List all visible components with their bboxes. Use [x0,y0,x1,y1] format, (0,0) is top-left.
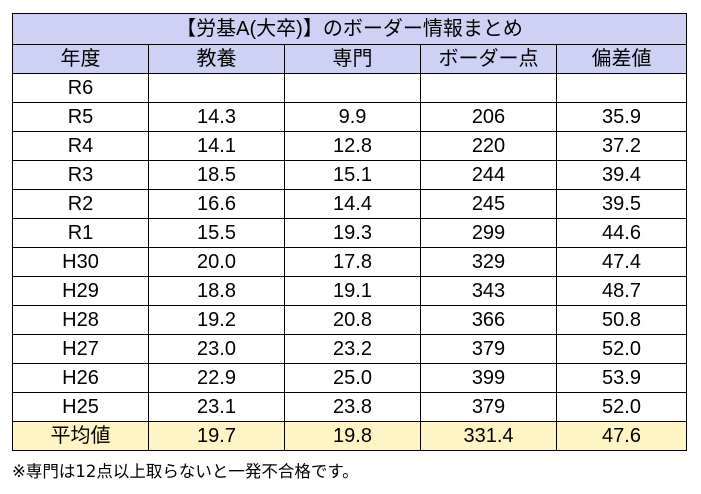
cell-year: R4 [12,131,149,161]
table-row: R6 [12,73,688,103]
cell-specialty: 9.9 [284,102,421,132]
table-row: H29 18.8 19.1 343 48.7 [12,276,688,306]
cell-specialty: 20.8 [284,305,421,335]
header-year: 年度 [12,44,149,74]
cell-specialty [284,73,421,103]
cell-general: 20.0 [148,247,285,277]
cell-general: 18.5 [148,160,285,190]
cell-specialty: 15.1 [284,160,421,190]
cell-general: 16.6 [148,189,285,219]
cell-general: 23.0 [148,334,285,364]
cell-deviation: 52.0 [555,334,688,364]
cell-border-score: 379 [420,334,557,364]
cell-specialty: 25.0 [284,363,421,393]
table-row: H27 23.0 23.2 379 52.0 [12,334,688,364]
cell-border-score: 244 [420,160,557,190]
cell-specialty: 19.3 [284,218,421,248]
cell-year: H28 [12,305,149,335]
table-row: H26 22.9 25.0 399 53.9 [12,363,688,393]
header-border-score: ボーダー点 [420,44,557,74]
cell-year: H26 [12,363,149,393]
cell-specialty: 23.8 [284,392,421,422]
table-row: R3 18.5 15.1 244 39.4 [12,160,688,190]
header-deviation: 偏差値 [555,44,688,74]
cell-deviation: 50.8 [555,305,688,335]
header-row: 年度 教養 専門 ボーダー点 偏差値 [12,44,688,74]
table-title: 【労基A(大卒)】のボーダー情報まとめ [11,13,688,45]
table-row: H25 23.1 23.8 379 52.0 [12,392,688,422]
cell-general: 14.1 [148,131,285,161]
cell-year: R1 [12,218,149,248]
cell-specialty: 12.8 [284,131,421,161]
cell-deviation: 39.4 [555,160,688,190]
cell-border-score: 220 [420,131,557,161]
cell-year: R6 [12,73,149,103]
cell-general: 14.3 [148,102,285,132]
cell-deviation [555,73,688,103]
cell-year: H30 [12,247,149,277]
average-deviation: 47.6 [555,421,688,451]
cell-border-score: 343 [420,276,557,306]
cell-year: H25 [12,392,149,422]
cell-general: 22.9 [148,363,285,393]
cell-border-score: 299 [420,218,557,248]
cell-specialty: 19.1 [284,276,421,306]
cell-year: R3 [12,160,149,190]
cell-general [148,73,285,103]
cell-deviation: 47.4 [555,247,688,277]
table-row: H28 19.2 20.8 366 50.8 [12,305,688,335]
cell-border-score: 399 [420,363,557,393]
average-specialty: 19.8 [284,421,421,451]
cell-specialty: 14.4 [284,189,421,219]
cell-deviation: 44.6 [555,218,688,248]
cell-border-score: 379 [420,392,557,422]
average-border-score: 331.4 [420,421,557,451]
footnote: ※専門は12点以上取らないと一発不合格です。 [12,462,359,481]
average-row: 平均値 19.7 19.8 331.4 47.6 [12,421,688,451]
table-row: R1 15.5 19.3 299 44.6 [12,218,688,248]
table-row: R2 16.6 14.4 245 39.5 [12,189,688,219]
table-row: R5 14.3 9.9 206 35.9 [12,102,688,132]
cell-deviation: 52.0 [555,392,688,422]
table-row: H30 20.0 17.8 329 47.4 [12,247,688,277]
cell-deviation: 35.9 [555,102,688,132]
cell-general: 23.1 [148,392,285,422]
cell-year: H29 [12,276,149,306]
cell-border-score [420,73,557,103]
title-row: 【労基A(大卒)】のボーダー情報まとめ [11,13,688,45]
cell-deviation: 48.7 [555,276,688,306]
cell-specialty: 17.8 [284,247,421,277]
cell-specialty: 23.2 [284,334,421,364]
table-row: R4 14.1 12.8 220 37.2 [12,131,688,161]
cell-border-score: 245 [420,189,557,219]
cell-general: 18.8 [148,276,285,306]
cell-year: R5 [12,102,149,132]
cell-general: 15.5 [148,218,285,248]
header-specialty: 専門 [284,44,421,74]
cell-year: R2 [12,189,149,219]
average-general: 19.7 [148,421,285,451]
cell-border-score: 206 [420,102,557,132]
cell-general: 19.2 [148,305,285,335]
average-label: 平均値 [12,421,149,451]
cell-year: H27 [12,334,149,364]
cell-border-score: 366 [420,305,557,335]
cell-deviation: 53.9 [555,363,688,393]
border-info-table: 【労基A(大卒)】のボーダー情報まとめ 年度 教養 専門 ボーダー点 偏差値 R… [11,13,688,451]
header-general: 教養 [148,44,285,74]
cell-border-score: 329 [420,247,557,277]
cell-deviation: 37.2 [555,131,688,161]
cell-deviation: 39.5 [555,189,688,219]
